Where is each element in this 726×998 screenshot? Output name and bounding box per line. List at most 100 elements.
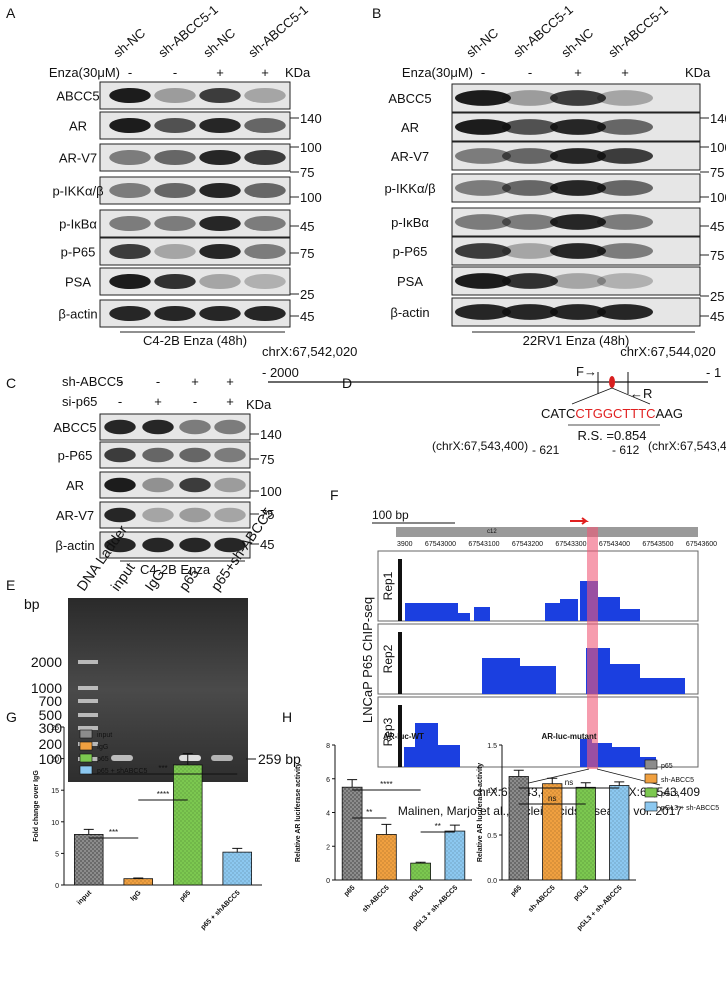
y-axis-label: Relative AR luciferase activity bbox=[295, 763, 302, 862]
blot-band bbox=[109, 215, 151, 232]
lane-label: sh-ABCC5-1 bbox=[605, 2, 671, 60]
blot-row-label: β-actin bbox=[390, 305, 429, 320]
significance-label: ns bbox=[548, 794, 556, 803]
treatment-sign: + bbox=[574, 65, 582, 80]
y-tick-label: 0 bbox=[55, 883, 59, 890]
blot-band bbox=[109, 149, 151, 166]
error-bar bbox=[415, 861, 426, 864]
blot-band bbox=[244, 182, 286, 199]
ladder-band bbox=[78, 726, 98, 730]
marker-label: 45 bbox=[710, 309, 724, 324]
zoom-line bbox=[571, 387, 613, 405]
lane-label: input bbox=[107, 560, 138, 594]
panel-label: C bbox=[6, 375, 16, 391]
blot-row-label: AR-V7 bbox=[391, 149, 429, 164]
legend-label: p65 bbox=[97, 756, 109, 763]
error-bar bbox=[580, 782, 591, 788]
blot-band bbox=[550, 90, 606, 106]
legend-swatch bbox=[79, 753, 93, 763]
marker-label: 140 bbox=[300, 111, 322, 126]
bar-texture bbox=[509, 776, 529, 880]
treatment-label: sh-ABCC5 bbox=[62, 374, 123, 389]
lane-label: sh-NC bbox=[110, 25, 148, 60]
marker-label: 75 bbox=[260, 452, 274, 467]
marker-label: 75 bbox=[300, 246, 314, 261]
ladder-label: 2000 bbox=[31, 654, 62, 670]
blot-band bbox=[455, 243, 511, 259]
marker-label: 45 bbox=[710, 219, 724, 234]
blot-band bbox=[455, 214, 511, 230]
peak bbox=[598, 597, 620, 621]
blot-band bbox=[142, 507, 174, 523]
blot-row-label: AR bbox=[66, 478, 84, 493]
treatment-sign: + bbox=[621, 65, 629, 80]
blot-band bbox=[199, 243, 241, 260]
marker-label: 45 bbox=[300, 309, 314, 324]
x-tick-label: p65 + shABCC5 bbox=[200, 889, 242, 931]
y-tick-label: 1.5 bbox=[487, 743, 497, 750]
bar-texture bbox=[609, 785, 629, 880]
blot-band bbox=[199, 273, 241, 290]
ladder-label: 100 bbox=[39, 751, 63, 767]
site-pointer bbox=[519, 768, 590, 786]
panel-label: B bbox=[372, 5, 381, 21]
blot-band bbox=[104, 447, 136, 463]
rep-label: Rep3 bbox=[381, 717, 395, 746]
blot-row-label: β-actin bbox=[58, 307, 97, 322]
treatment-sign: - bbox=[528, 65, 532, 80]
ladder-label: 300 bbox=[39, 720, 63, 736]
treatment-label: si-p65 bbox=[62, 394, 97, 409]
coord-tick: 67543000 bbox=[425, 541, 456, 548]
blot-row-label: AR-V7 bbox=[59, 151, 97, 166]
peak bbox=[474, 607, 490, 621]
binding-site bbox=[609, 376, 615, 388]
position-label: - 1 bbox=[706, 365, 721, 380]
peak bbox=[404, 747, 415, 767]
blot-band bbox=[199, 149, 241, 166]
blot-band bbox=[142, 537, 174, 553]
sequence-part: CATC bbox=[541, 406, 575, 421]
blot-band bbox=[199, 87, 241, 104]
x-tick-label: sh-ABCC5 bbox=[527, 884, 557, 914]
significance-label: ** bbox=[366, 808, 372, 817]
blot-band bbox=[597, 180, 653, 196]
blot-row-label: AR-V7 bbox=[56, 508, 94, 523]
marker-label: 100 bbox=[710, 190, 726, 205]
blot-row-label: p-P65 bbox=[61, 245, 96, 260]
error-bar bbox=[449, 824, 460, 832]
blot-band bbox=[154, 87, 196, 104]
coord-label: chrX:67,544,020 bbox=[620, 344, 715, 359]
blot-row-label: β-actin bbox=[55, 538, 94, 553]
sequence: CATCCTGGCTTTCAAG bbox=[541, 406, 683, 421]
blot-band bbox=[199, 117, 241, 134]
legend-swatch bbox=[644, 759, 658, 770]
bar-texture bbox=[410, 863, 431, 880]
bar-texture bbox=[173, 764, 203, 885]
blot-band bbox=[502, 273, 558, 289]
legend-label: pGL3 + sh-ABCC5 bbox=[661, 805, 719, 812]
treatment-label: Enza(30μM) bbox=[402, 65, 473, 80]
unit-label: KDa bbox=[246, 397, 272, 412]
primer-label: F→ bbox=[576, 364, 597, 379]
blot-caption: C4-2B Enza bbox=[140, 562, 211, 577]
bar-texture bbox=[123, 878, 153, 885]
blot-band bbox=[597, 243, 653, 259]
coord-tick: 67543100 bbox=[468, 541, 499, 548]
y-tick-label: 0 bbox=[326, 878, 330, 885]
panel-label: F bbox=[330, 487, 339, 503]
error-bar bbox=[83, 828, 94, 835]
marker-label: 75 bbox=[300, 165, 314, 180]
blot-band bbox=[455, 180, 511, 196]
blot-band bbox=[455, 90, 511, 106]
ladder-band bbox=[78, 713, 98, 717]
marker-label: 140 bbox=[710, 111, 726, 126]
treatment-sign: - bbox=[118, 374, 122, 389]
marker-label: 45 bbox=[300, 219, 314, 234]
panel-label: H bbox=[282, 709, 292, 725]
blot-band bbox=[179, 507, 211, 523]
y-tick-label: 0.0 bbox=[487, 878, 497, 885]
x-tick-label: p65 bbox=[343, 884, 357, 898]
track-title: LNCaP P65 ChIP-seq bbox=[360, 597, 375, 723]
peak bbox=[482, 658, 520, 694]
